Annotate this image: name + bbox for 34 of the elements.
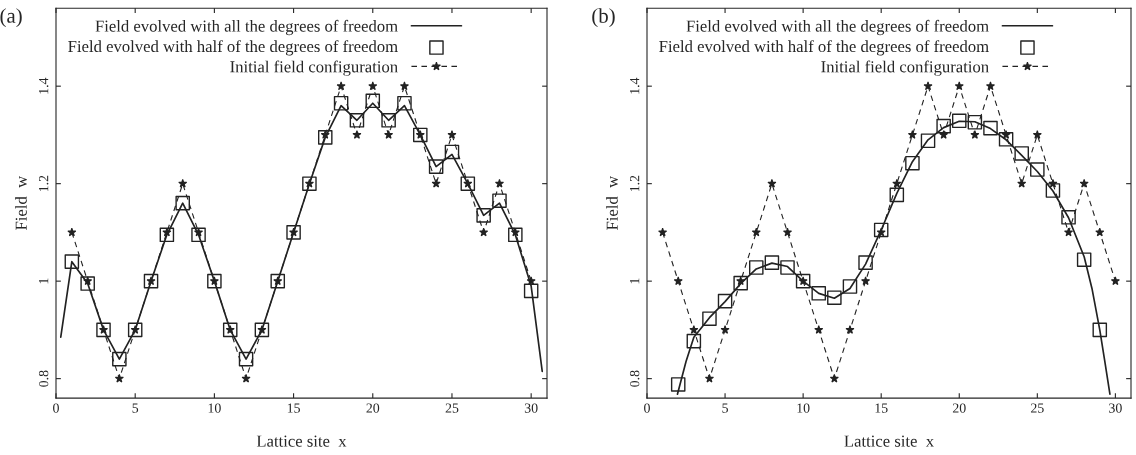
y-axis-title: Field w xyxy=(606,175,618,230)
y-tick-label: 1 xyxy=(39,278,49,284)
legend-label: Field evolved with all the degrees of freedom xyxy=(686,19,989,36)
x-tick-label: 0 xyxy=(53,403,59,413)
legend-label: Initial field configuration xyxy=(821,60,989,76)
x-tick-label: 25 xyxy=(445,403,459,413)
x-axis-title: Lattice site x xyxy=(256,435,347,447)
legend-label: Field evolved with half of the degrees of freedom xyxy=(659,40,989,56)
x-tick-label: 5 xyxy=(132,403,139,413)
y-tick-label: 0.8 xyxy=(629,370,640,387)
x-tick-label: 0 xyxy=(644,403,650,413)
x-axis-title: Lattice site x xyxy=(844,435,934,447)
x-tick-label: 20 xyxy=(952,403,966,413)
y-tick-label: 1.4 xyxy=(39,77,49,94)
legend-label: Initial field configuration xyxy=(230,60,398,76)
x-tick-label: 30 xyxy=(1109,403,1122,413)
legend-label: Field evolved with all the degrees of freedom xyxy=(95,19,398,36)
chart-title: (a) xyxy=(0,8,22,28)
y-tick-label: 1.4 xyxy=(630,77,640,94)
y-tick-label: 0.8 xyxy=(38,370,49,387)
y-tick-label: 1 xyxy=(630,278,640,284)
x-tick-label: 10 xyxy=(208,403,221,413)
y-axis-title: Field w xyxy=(15,175,27,230)
x-tick-label: 15 xyxy=(875,403,888,413)
x-tick-label: 15 xyxy=(287,403,300,413)
y-tick-label: 1.2 xyxy=(629,175,640,192)
x-tick-label: 10 xyxy=(797,403,810,413)
x-tick-label: 25 xyxy=(1030,403,1044,413)
x-tick-label: 20 xyxy=(366,403,380,413)
x-tick-label: 5 xyxy=(722,403,728,413)
y-tick-label: 1.2 xyxy=(38,175,49,192)
legend-label: Field evolved with half of the degrees of freedom xyxy=(68,40,398,56)
x-tick-label: 30 xyxy=(524,403,538,413)
chart-title: (b) xyxy=(592,8,615,28)
